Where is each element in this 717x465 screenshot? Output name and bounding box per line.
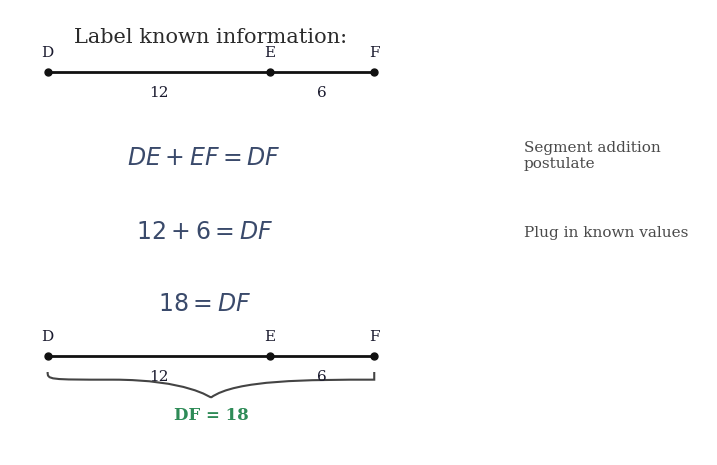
Text: E: E bbox=[264, 46, 275, 60]
Text: Label known information:: Label known information: bbox=[75, 28, 348, 47]
Text: Plug in known values: Plug in known values bbox=[524, 226, 688, 239]
Text: D: D bbox=[42, 330, 54, 344]
Text: F: F bbox=[369, 46, 379, 60]
Text: E: E bbox=[264, 330, 275, 344]
Text: Segment addition
postulate: Segment addition postulate bbox=[524, 141, 660, 171]
Text: F: F bbox=[369, 330, 379, 344]
Text: 6: 6 bbox=[317, 370, 327, 384]
Text: $18 = DF$: $18 = DF$ bbox=[158, 293, 251, 316]
Text: 12: 12 bbox=[149, 86, 168, 100]
Text: 12: 12 bbox=[149, 370, 168, 384]
Text: DF = 18: DF = 18 bbox=[174, 407, 248, 424]
Text: 6: 6 bbox=[317, 86, 327, 100]
Text: $DE + EF = DF$: $DE + EF = DF$ bbox=[128, 146, 281, 170]
Text: $12 + 6 = DF$: $12 + 6 = DF$ bbox=[136, 221, 272, 244]
Text: D: D bbox=[42, 46, 54, 60]
